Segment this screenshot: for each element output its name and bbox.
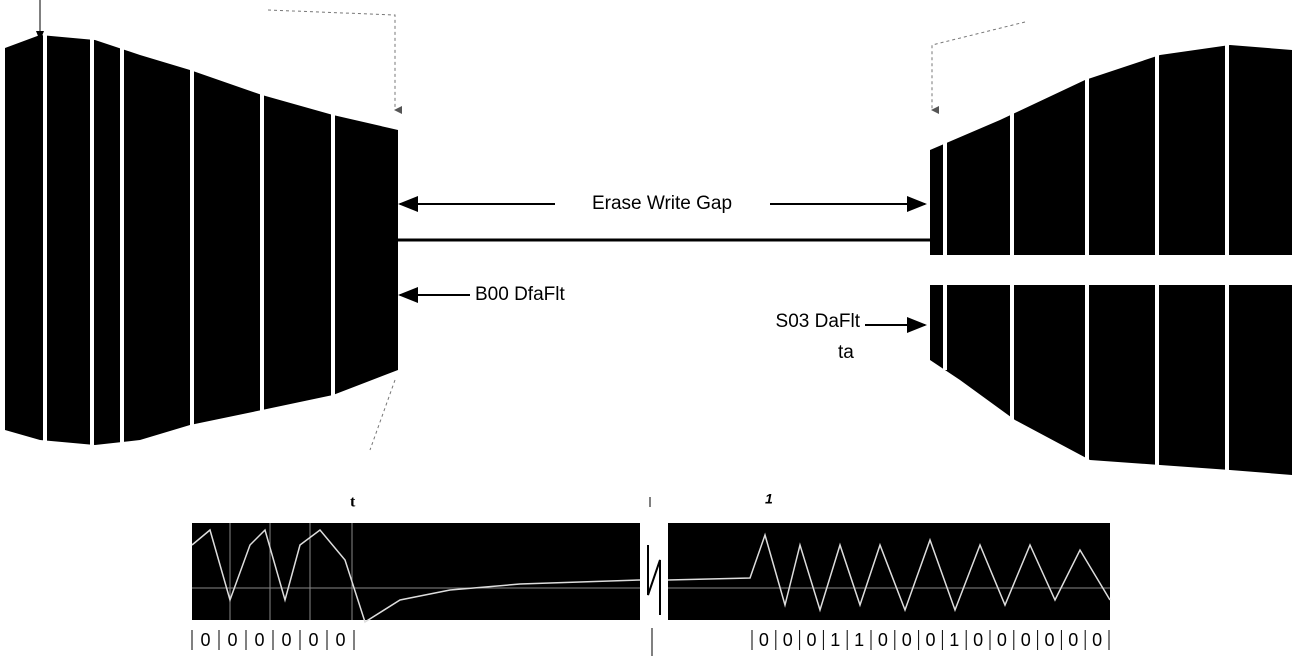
right-burst-lower [930, 285, 1292, 475]
bit: 0 [806, 630, 816, 650]
left-burst [5, 35, 398, 445]
bit: 0 [973, 630, 983, 650]
bit: 0 [227, 630, 237, 650]
right-burst-upper [930, 45, 1292, 255]
bit: 1 [830, 630, 840, 650]
bit: 0 [759, 630, 769, 650]
start-label: S03 DaFlt [776, 311, 861, 332]
bit: 0 [200, 630, 210, 650]
end-label: B00 DfaFlt [475, 284, 565, 305]
right-marker: 1 [765, 491, 773, 507]
bit: 0 [335, 630, 345, 650]
diagram: Erase Write Gap B00 DfaFlt S03 DaFlt ta … [0, 0, 1292, 656]
left-marker: t [350, 494, 356, 511]
bit: 0 [878, 630, 888, 650]
bit: 0 [997, 630, 1007, 650]
bit: 0 [783, 630, 793, 650]
bit: 0 [1021, 630, 1031, 650]
bit: 0 [254, 630, 264, 650]
bit: 0 [1092, 630, 1102, 650]
break-mark [648, 545, 660, 615]
page: {"gap_label": "Erase Write Gap", "end_la… [0, 0, 1292, 656]
scope-left [192, 523, 640, 620]
bit: 1 [949, 630, 959, 650]
bit: 1 [854, 630, 864, 650]
start-label-2: ta [838, 342, 854, 363]
scope-right [668, 523, 1110, 620]
bit: 0 [281, 630, 291, 650]
bit: 0 [902, 630, 912, 650]
bit: 0 [1044, 630, 1054, 650]
bit: 0 [925, 630, 935, 650]
gap-label: Erase Write Gap [592, 193, 732, 214]
bit: 0 [308, 630, 318, 650]
bit: 0 [1068, 630, 1078, 650]
